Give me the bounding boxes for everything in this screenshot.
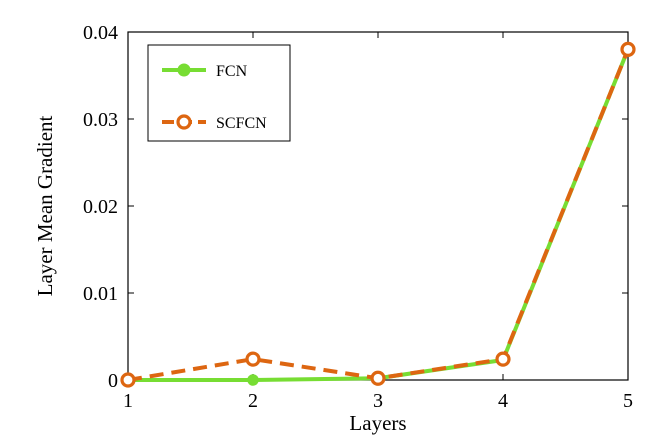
y-axis-title: Layer Mean Gradient	[33, 115, 57, 296]
data-point-scfcn	[620, 41, 636, 58]
y-tick-labels: 0 0.01 0.02 0.03 0.04	[83, 22, 118, 392]
data-point-scfcn	[370, 370, 386, 386]
y-tick-label: 0	[108, 370, 118, 392]
series-layer	[120, 41, 636, 388]
x-tick-label: 3	[373, 390, 383, 412]
plot-area	[120, 31, 636, 388]
y-tick-label: 0.03	[83, 109, 118, 131]
legend: FCN SCFCN	[147, 44, 291, 142]
x-axis-title: Layers	[349, 411, 406, 435]
legend-label-fcn: FCN	[216, 63, 248, 80]
x-tick-label: 2	[248, 390, 258, 412]
data-point-scfcn	[120, 372, 136, 388]
legend-box	[147, 44, 291, 142]
legend-label-scfcn: SCFCN	[216, 115, 267, 132]
x-tick-label: 1	[123, 390, 133, 412]
x-tick-label: 5	[623, 390, 633, 412]
data-point-fcn	[247, 374, 259, 386]
legend-swatch-scfcn-marker	[176, 114, 192, 130]
y-tick-label: 0.01	[83, 283, 118, 305]
x-tick-labels: 1 2 3 4 5	[123, 390, 633, 412]
legend-swatch-fcn-marker	[177, 63, 191, 77]
y-tick-label: 0.04	[83, 22, 118, 44]
x-tick-label: 4	[498, 390, 508, 412]
y-tick-label: 0.02	[83, 196, 118, 218]
data-point-scfcn	[245, 351, 261, 367]
data-point-scfcn	[495, 351, 511, 367]
ticks-layer	[127, 31, 629, 381]
